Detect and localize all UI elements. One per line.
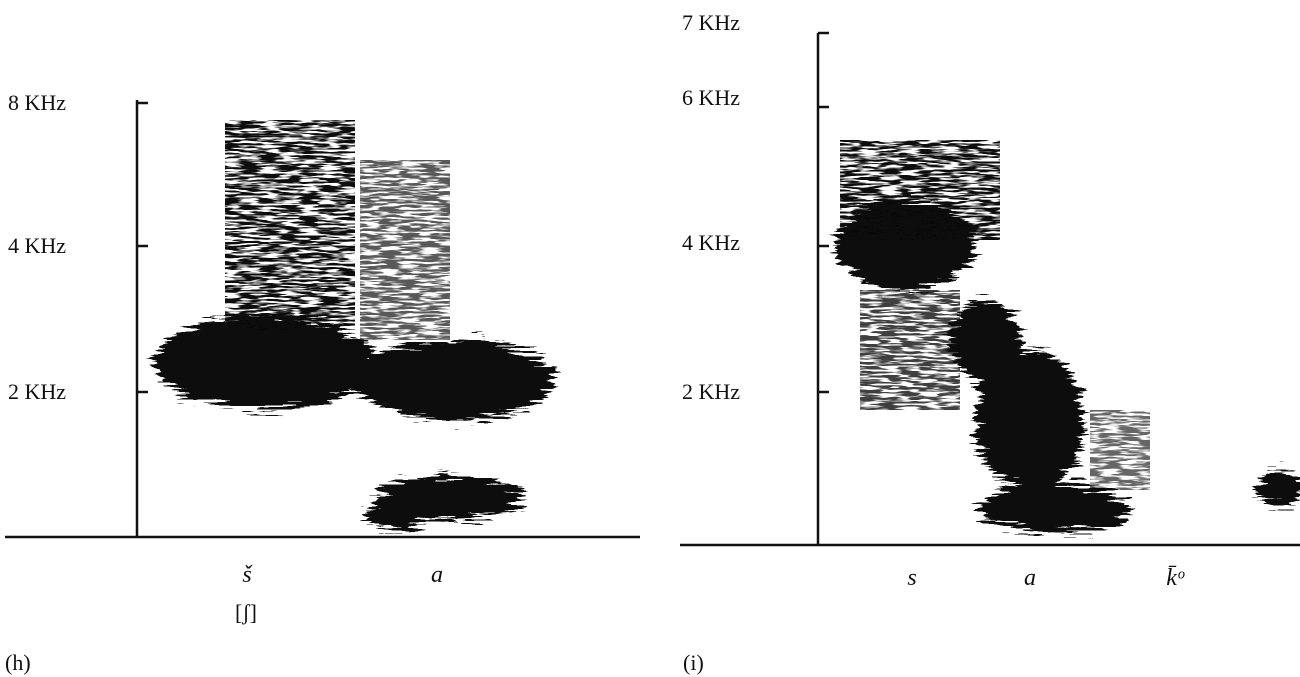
segment-label: a bbox=[431, 562, 443, 588]
segment-label: k̄ᵒ bbox=[1166, 565, 1185, 591]
axis-label: 4 KHz bbox=[8, 233, 66, 258]
spectrogram-h: 8 KHz 4 KHz 2 KHz š a [ʃ] (h) bbox=[5, 90, 640, 675]
panel-label: (i) bbox=[683, 650, 704, 675]
axis-label: 6 KHz bbox=[682, 85, 740, 110]
segment-label: a bbox=[1024, 565, 1036, 591]
spectrogram-energy bbox=[155, 314, 555, 530]
axis-label: 4 KHz bbox=[682, 230, 740, 255]
panel-label: (h) bbox=[5, 650, 31, 675]
transcription: [ʃ] bbox=[235, 600, 257, 625]
spectrogram-i: 7 KHz 6 KHz 4 KHz 2 KHz s a k̄ᵒ (i) bbox=[680, 10, 1300, 675]
spectrogram-noise bbox=[225, 120, 450, 340]
axis-label: 2 KHz bbox=[8, 379, 66, 404]
segment-label: s bbox=[907, 565, 916, 591]
axis-label: 8 KHz bbox=[8, 90, 66, 115]
spectrogram-noise bbox=[840, 140, 1150, 490]
axis-label: 7 KHz bbox=[682, 10, 740, 35]
axis-label: 2 KHz bbox=[682, 379, 740, 404]
segment-label: š bbox=[242, 562, 253, 588]
